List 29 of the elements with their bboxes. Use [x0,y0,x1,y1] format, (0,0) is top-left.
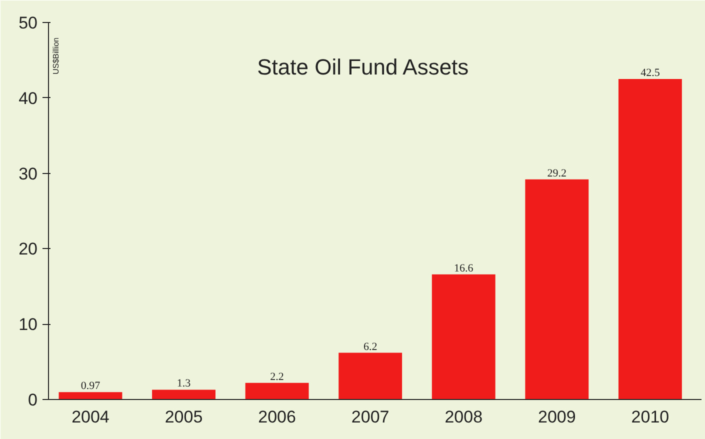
data-label: 42.5 [640,67,660,80]
bar [525,179,589,400]
data-label: 6.2 [363,340,378,353]
x-tick-label: 2005 [164,408,203,426]
data-label: 29.2 [547,167,567,180]
bar [338,352,402,400]
y-tick-label: 30 [18,164,38,184]
y-tick-label: 0 [28,390,38,410]
x-tick-label: 2009 [538,408,576,426]
y-tick-label: 20 [18,240,38,259]
data-label: 1.3 [176,378,192,390]
y-tick-label: 50 [18,14,38,32]
y-tick-label: 40 [18,88,38,108]
x-tick-label: 2006 [258,408,296,426]
bar [152,390,216,400]
bar [245,382,309,400]
y-tick-label: 10 [18,315,38,334]
bar [618,79,682,400]
bar [58,392,122,400]
x-tick-label: 2010 [631,408,670,426]
bar [432,274,496,400]
data-label: 16.6 [454,262,474,274]
data-label: 2.2 [270,370,284,383]
text: State Oil Fund Assets [257,54,469,80]
data-label: 0.97 [80,380,101,392]
x-tick-label: 2007 [351,408,390,426]
y-axis-title: US$Billion [52,38,60,74]
x-tick-label: 2008 [444,408,483,426]
x-tick-label: 2004 [72,408,110,426]
